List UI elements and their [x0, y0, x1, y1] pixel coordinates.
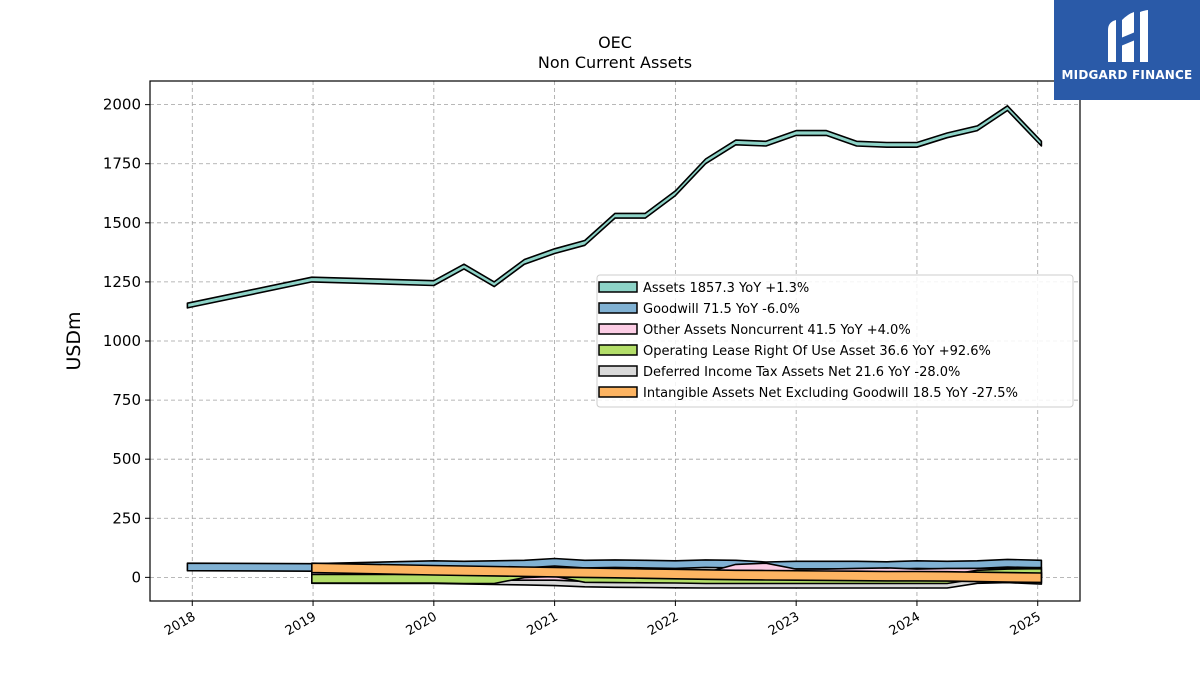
- x-tick-label: 2020: [404, 609, 440, 639]
- chart-title: OEC: [598, 33, 632, 52]
- y-tick-label: 250: [112, 509, 141, 527]
- y-tick-label: 1000: [103, 332, 141, 350]
- y-tick-label: 500: [112, 450, 141, 468]
- chart-subtitle: Non Current Assets: [538, 53, 692, 72]
- x-tick-label: 2023: [766, 609, 802, 639]
- legend-swatch: [598, 302, 638, 314]
- series-intangible-assets-net-excluding-goodwill: [311, 562, 1043, 584]
- x-tick-label: 2022: [645, 609, 681, 639]
- y-axis-label: USDm: [63, 311, 85, 370]
- y-tick-label: 2000: [103, 96, 141, 114]
- x-tick-label: 2024: [887, 609, 923, 639]
- legend-swatch: [598, 365, 638, 377]
- x-tick-label: 2021: [524, 609, 560, 639]
- series-assets: [186, 105, 1043, 309]
- brand-mark-icon: [1108, 10, 1148, 62]
- legend: Assets 1857.3 YoY +1.3% Goodwill 71.5 YoY…: [596, 274, 1074, 408]
- y-tick-label: 0: [131, 568, 141, 586]
- legend-label: Other Assets Noncurrent 41.5 YoY +4.0%: [643, 323, 911, 338]
- brand-name: MIDGARD FINANCE: [1061, 68, 1193, 82]
- legend-label: Deferred Income Tax Assets Net 21.6 YoY …: [643, 365, 960, 380]
- legend-label: Intangible Assets Net Excluding Goodwill…: [643, 386, 1018, 401]
- legend-swatch: [598, 323, 638, 335]
- y-tick-label: 750: [112, 391, 141, 409]
- y-tick-label: 1250: [103, 273, 141, 291]
- y-tick-label: 1500: [103, 214, 141, 232]
- y-tick-label: 1750: [103, 155, 141, 173]
- legend-frame: [596, 274, 1074, 408]
- y-axis: 0 250 500 750 1000 1250 1500 1750 2000: [103, 96, 150, 586]
- brand-logo: MIDGARD FINANCE: [1054, 0, 1200, 100]
- legend-swatch: [598, 344, 638, 356]
- legend-label: Assets 1857.3 YoY +1.3%: [643, 281, 809, 296]
- series-layer: [186, 105, 1043, 589]
- legend-label: Operating Lease Right Of Use Asset 36.6 …: [643, 344, 991, 359]
- legend-swatch: [598, 281, 638, 293]
- legend-label: Goodwill 71.5 YoY -6.0%: [643, 302, 800, 317]
- x-tick-label: 2019: [283, 609, 319, 639]
- x-axis: 2018 2019 2020 2021 2022 2023 2024 2025: [162, 601, 1044, 639]
- x-tick-label: 2018: [162, 609, 198, 639]
- legend-swatch: [598, 386, 638, 398]
- x-tick-label: 2025: [1008, 609, 1044, 639]
